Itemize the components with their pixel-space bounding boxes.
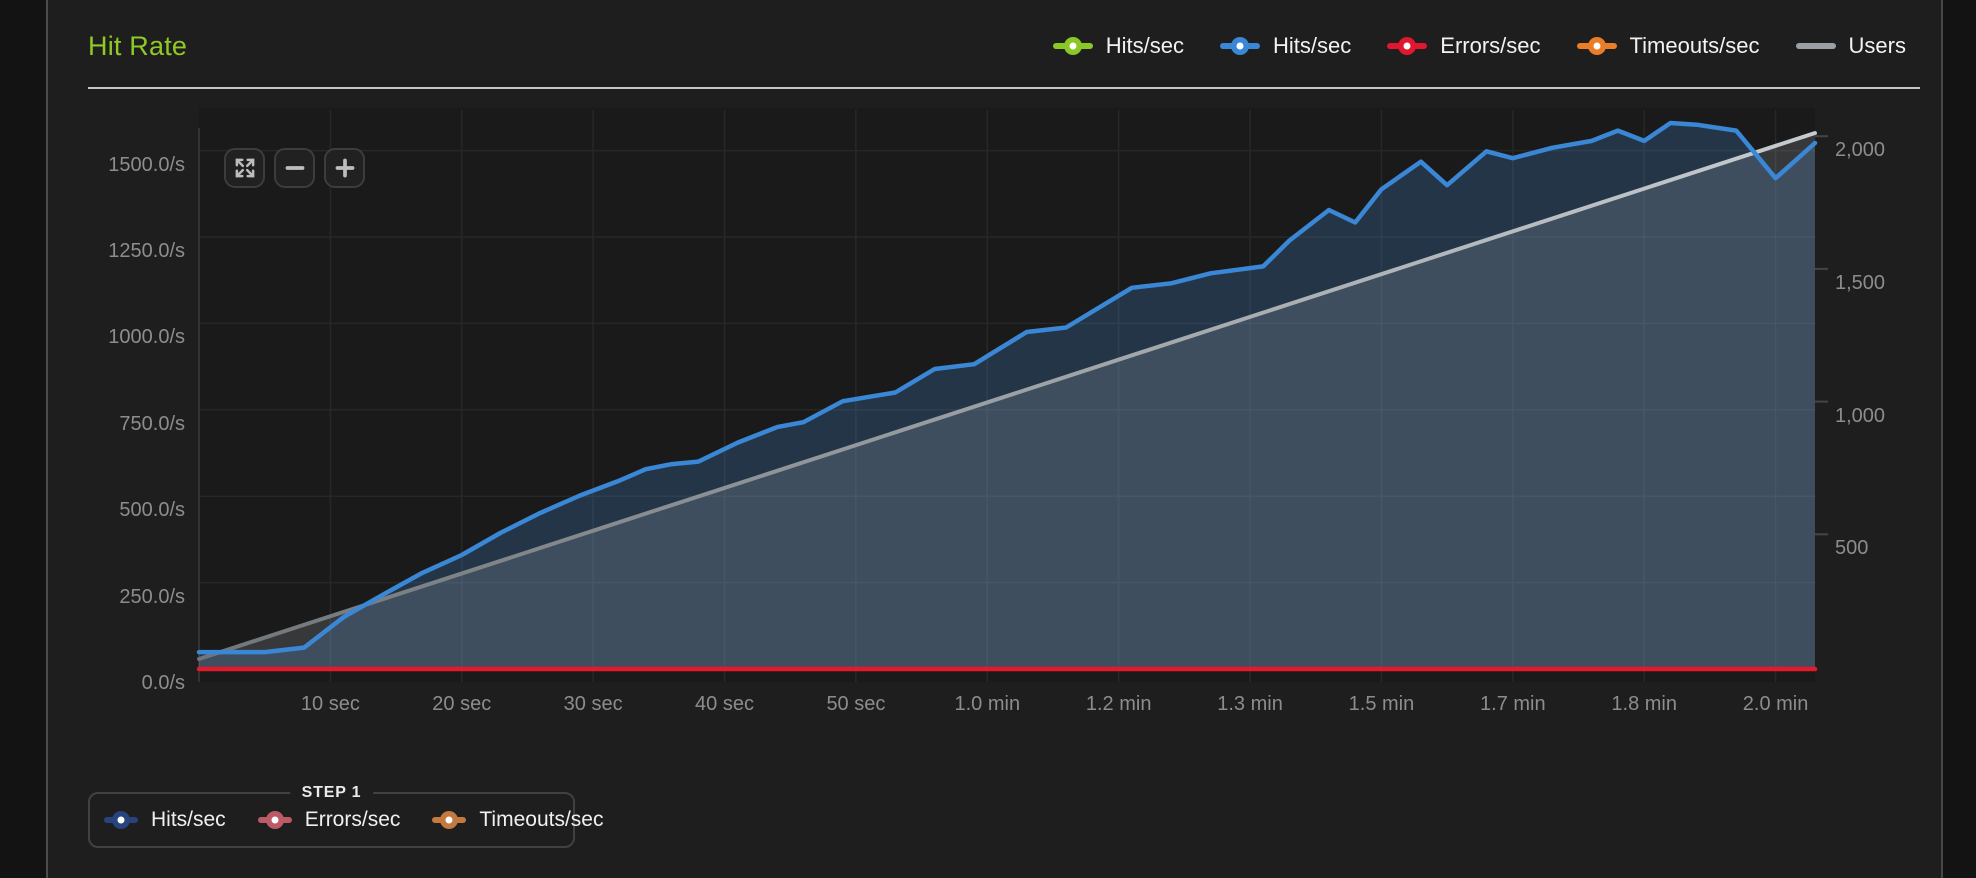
legend-label: Timeouts/sec bbox=[479, 808, 604, 831]
y-left-tick-label: 1000.0/s bbox=[108, 326, 185, 349]
minus-icon bbox=[282, 155, 308, 181]
x-axis-tick-label: 1.2 min bbox=[1085, 693, 1152, 715]
y-right-tick-label: 500 bbox=[1835, 537, 1869, 560]
series-marker-icon bbox=[257, 811, 292, 829]
y-right-tick-label: 2,000 bbox=[1835, 139, 1886, 162]
x-axis-tick-label: 1.7 min bbox=[1480, 693, 1546, 715]
y-right-tick-label: 1,500 bbox=[1835, 271, 1886, 294]
x-axis-tick-label: 2.0 min bbox=[1742, 693, 1809, 715]
plus-icon bbox=[332, 155, 358, 181]
users-line bbox=[197, 131, 1817, 661]
x-axis-tick-label: 1.5 min bbox=[1348, 693, 1415, 715]
legend-item-users[interactable]: Users bbox=[1795, 33, 1906, 59]
y-left-tick-label: 1500.0/s bbox=[108, 153, 185, 176]
y-left-tick-label: 250.0/s bbox=[119, 585, 185, 608]
hit-rate-chart[interactable] bbox=[196, 110, 1828, 682]
x-axis-tick-label: 30 sec bbox=[563, 693, 623, 715]
y-left-tick-label: 1250.0/s bbox=[108, 240, 185, 262]
series-marker-icon bbox=[1052, 37, 1093, 55]
series-marker-icon bbox=[432, 811, 467, 829]
zoom-out-button[interactable] bbox=[274, 148, 315, 188]
step-legend-box: STEP 1 Hits/sec Errors/sec Timeouts/sec bbox=[88, 784, 603, 848]
legend-item-hits-sec[interactable]: Hits/sec bbox=[1220, 33, 1351, 59]
y-left-tick-label: 500.0/s bbox=[119, 499, 185, 522]
x-axis-tick-label: 40 sec bbox=[695, 693, 754, 715]
series-marker-icon bbox=[1220, 37, 1261, 55]
series-marker-icon bbox=[1795, 43, 1836, 49]
x-axis-tick-label: 50 sec bbox=[826, 693, 886, 715]
page-title: Hit Rate bbox=[88, 31, 188, 61]
y-left-tick-label: 750.0/s bbox=[119, 412, 185, 435]
step-legend-title: STEP 1 bbox=[289, 784, 374, 803]
x-axis-tick-label: 10 sec bbox=[300, 693, 360, 715]
y-left-tick-label: 0.0/s bbox=[141, 672, 185, 694]
series-marker-icon bbox=[1387, 37, 1428, 55]
x-axis-tick-label: 1.3 min bbox=[1217, 693, 1283, 715]
series-marker-icon bbox=[104, 811, 138, 829]
zoom-in-button[interactable] bbox=[324, 148, 365, 188]
fullscreen-button[interactable] bbox=[224, 148, 265, 188]
y-right-tick-label: 1,000 bbox=[1835, 404, 1886, 427]
hits-line bbox=[196, 120, 1818, 655]
legend-label: Errors/sec bbox=[1440, 33, 1541, 58]
expand-arrows-icon bbox=[232, 155, 258, 181]
x-axis-tick-label: 20 sec bbox=[432, 693, 492, 715]
legend-label: Hits/sec bbox=[1105, 33, 1185, 58]
series-marker-icon bbox=[1576, 37, 1617, 55]
legend-label: Users bbox=[1848, 33, 1906, 58]
x-axis-tick-label: 1.0 min bbox=[954, 693, 1021, 715]
header-divider bbox=[88, 87, 1920, 89]
legend-item-errors-sec[interactable]: Errors/sec bbox=[1387, 33, 1541, 59]
chart-zoom-controls bbox=[224, 148, 365, 188]
legend-label: Timeouts/sec bbox=[1629, 33, 1760, 58]
legend-label: Hits/sec bbox=[1273, 33, 1352, 58]
step-legend-item-hits-sec[interactable]: Hits/sec bbox=[104, 808, 226, 832]
x-axis-tick-label: 1.8 min bbox=[1611, 693, 1677, 715]
legend-label: Hits/sec bbox=[151, 808, 226, 831]
step-legend-item-timeouts-sec[interactable]: Timeouts/sec bbox=[432, 808, 603, 832]
legend-label: Errors/sec bbox=[304, 808, 401, 831]
chart-legend: Hits/sec Hits/sec Errors/sec Timeouts/sec Us… bbox=[1052, 33, 1906, 59]
step-legend-item-errors-sec[interactable]: Errors/sec bbox=[257, 808, 401, 832]
legend-item-timeouts-sec[interactable]: Timeouts/sec bbox=[1576, 33, 1760, 59]
legend-item-hits-sec[interactable]: Hits/sec bbox=[1052, 33, 1185, 59]
